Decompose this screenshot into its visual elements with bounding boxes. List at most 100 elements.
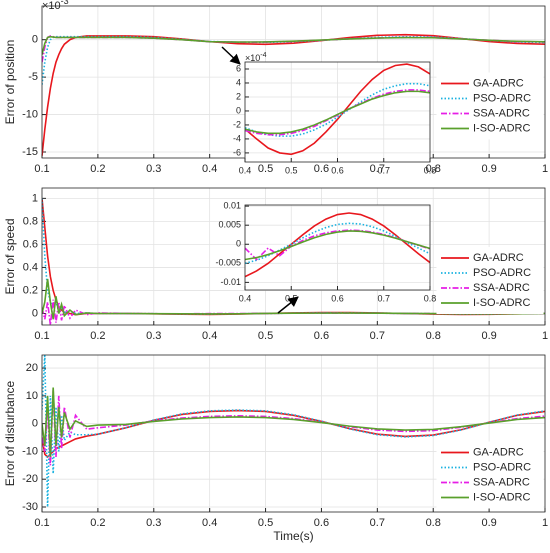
x-tick-label: 1 (542, 163, 548, 175)
x-tick-label: 0.3 (146, 330, 161, 342)
y-tick-label: 6 (236, 63, 241, 73)
lines (42, 198, 545, 325)
y-tick-label: -10 (22, 108, 38, 120)
x-tick-label: 0.5 (285, 165, 298, 175)
x-tick-label: 0.4 (202, 163, 217, 175)
y-tick-label: 10 (26, 390, 38, 402)
x-tick-label: 0.6 (314, 330, 329, 342)
multiplier-base: ×10 (245, 53, 260, 63)
y-tick-label: -30 (22, 501, 38, 513)
x-tick-label: 0.3 (146, 517, 161, 529)
annotation-arrows (221, 46, 299, 314)
y-tick-label: -6 (233, 147, 241, 157)
lines (245, 63, 430, 156)
y-tick-label: 0 (236, 105, 241, 115)
arrow (221, 46, 241, 65)
legend-label: PSO-ADRC (473, 267, 531, 279)
lines (245, 212, 430, 278)
x-tick-label: 0.6 (331, 293, 344, 303)
x-tick-label: 0.7 (370, 517, 385, 529)
legend-label: SSA-ADRC (473, 107, 530, 119)
y-tick-label: 0.6 (23, 238, 38, 250)
legend: GA-ADRC PSO-ADRC SSA-ADRC I-SO-ADRC (436, 72, 544, 140)
legend-label: I-SO-ADRC (473, 122, 531, 134)
y-tick-label: 20 (26, 362, 38, 374)
series-line (245, 82, 430, 137)
lines (42, 355, 545, 508)
series-line (42, 278, 545, 320)
y-axis-label: Error of speed (3, 218, 17, 294)
panel: 0.1 0.2 0.3 0.4 0.5 0.6 0.7 0.8 0.9 1 -30 -20 -10 0 10… (3, 354, 548, 543)
x-tick-label: 0.7 (370, 163, 385, 175)
y-tick-label: -0.005 (215, 258, 241, 268)
x-tick-label: 0.8 (424, 293, 437, 303)
arrow (277, 296, 299, 314)
series-line (42, 387, 545, 458)
axis-multiplier: ×10-3 (42, 0, 69, 12)
multiplier-base: ×10 (42, 0, 61, 12)
x-tick-label: 0.9 (481, 163, 496, 175)
x-tick-label: 0.1 (34, 517, 49, 529)
axes-frame (41, 187, 546, 326)
x-tick-label: 0.5 (258, 517, 273, 529)
y-tick-label: 4 (236, 77, 241, 87)
y-tick-label: 2 (236, 91, 241, 101)
x-tick-label: 1 (542, 517, 548, 529)
x-tick-label: 1 (542, 330, 548, 342)
x-tick-label: 0.5 (258, 163, 273, 175)
y-tick-label: 0.8 (23, 215, 38, 227)
series-line (245, 230, 430, 261)
series-line (245, 90, 430, 135)
y-tick-label: 0.4 (23, 261, 38, 273)
x-tick-label: 0.1 (34, 330, 49, 342)
x-tick-label: 0.3 (146, 163, 161, 175)
y-tick-label: 0.2 (23, 284, 38, 296)
legend: GA-ADRC PSO-ADRC SSA-ADRC I-SO-ADRC (436, 247, 544, 314)
y-tick-label: -15 (22, 146, 38, 158)
y-tick-label: -5 (28, 71, 38, 83)
x-tick-label: 0.6 (314, 163, 329, 175)
axes-frame (244, 61, 431, 163)
x-tick-label: 0.4 (239, 165, 252, 175)
axis-multiplier: ×10-4 (245, 52, 267, 64)
legend: GA-ADRC PSO-ADRC SSA-ADRC I-SO-ADRC (436, 441, 544, 509)
x-tick-label: 0.9 (481, 517, 496, 529)
x-tick-label: 0.8 (426, 517, 441, 529)
x-tick-label: 0.7 (370, 330, 385, 342)
series-line (42, 33, 545, 156)
x-tick-label: 0.5 (258, 330, 273, 342)
lines (42, 33, 545, 156)
legend-label: GA-ADRC (473, 446, 524, 458)
x-tick-label: 0.6 (331, 165, 344, 175)
y-tick-label: 0 (32, 307, 38, 319)
axes-frame (41, 354, 546, 513)
x-tick-label: 0.8 (426, 163, 441, 175)
legend-label: SSA-ADRC (473, 476, 530, 488)
x-tick-label: 0.9 (481, 330, 496, 342)
legend-label: I-SO-ADRC (473, 491, 531, 503)
x-tick-label: 0.7 (377, 165, 390, 175)
y-tick-label: 0 (236, 239, 241, 249)
x-tick-label: 0.7 (377, 293, 390, 303)
x-tick-label: 0.6 (314, 517, 329, 529)
y-tick-label: 0.005 (218, 220, 241, 230)
multiplier-exponent: -3 (61, 0, 69, 6)
y-tick-label: 0 (32, 34, 38, 46)
y-tick-label: -4 (233, 133, 241, 143)
x-tick-label: 0.4 (202, 517, 217, 529)
legend-label: GA-ADRC (473, 252, 524, 264)
multiplier-exponent: -4 (260, 52, 266, 59)
x-axis-label: Time(s) (273, 529, 313, 543)
x-tick-label: 0.2 (90, 517, 105, 529)
y-tick-label: 1 (32, 192, 38, 204)
y-tick-label: 0.01 (223, 201, 241, 211)
x-tick-label: 0.4 (202, 330, 217, 342)
x-tick-label: 0.8 (424, 165, 437, 175)
legend-label: PSO-ADRC (473, 92, 531, 104)
y-tick-label: -0.01 (220, 277, 241, 287)
legend-label: I-SO-ADRC (473, 297, 531, 309)
legend-label: PSO-ADRC (473, 461, 531, 473)
x-tick-label: 0.1 (34, 163, 49, 175)
